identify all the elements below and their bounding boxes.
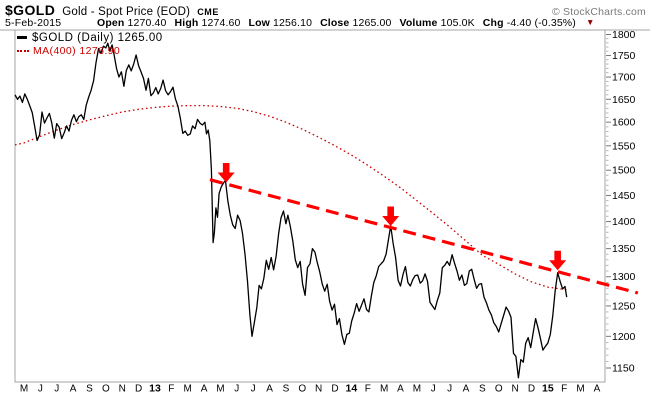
x-axis-label: S <box>283 384 290 395</box>
ticker-symbol: $GOLD <box>5 2 56 18</box>
resistance-trendline <box>209 178 639 295</box>
plot-frame <box>14 29 606 383</box>
x-axis-label: J <box>447 384 452 395</box>
x-axis-label: J <box>54 384 59 395</box>
ma400-line <box>14 104 570 291</box>
y-axis-label: 1450 <box>612 190 636 202</box>
x-axis-label: D <box>135 384 142 395</box>
x-axis-label: F <box>168 384 174 395</box>
x-axis-label: O <box>298 384 306 395</box>
quote-date: 5-Feb-2015 <box>5 16 62 29</box>
chart-header: $GOLD Gold - Spot Price (EOD) CME © Stoc… <box>5 2 646 18</box>
y-axis-label: 1650 <box>612 94 636 106</box>
x-axis-label: N <box>119 384 126 395</box>
y-axis-label: 1300 <box>612 271 636 283</box>
legend-price-series: $GOLD (Daily) 1265.00 <box>17 32 163 45</box>
x-axis-label: O <box>102 384 110 395</box>
legend-price-value: 1265.00 <box>117 31 163 44</box>
x-axis-label: D <box>331 384 338 395</box>
chart-legend: $GOLD (Daily) 1265.00 MA(400) 1276.90 <box>17 32 163 58</box>
quote-volume: Volume 105.0K <box>399 16 475 29</box>
x-axis-label: 14 <box>346 383 358 395</box>
legend-ma-series: MA(400) 1276.90 <box>17 45 163 58</box>
stockcharts-watermark: © StockCharts.com <box>552 6 646 18</box>
change-down-triangle-icon: ▼ <box>585 16 595 27</box>
x-axis-label: N <box>511 384 518 395</box>
ohlc-values: Open 1270.40 High 1274.60 Low 1256.10 Close… <box>97 17 594 29</box>
x-axis-label: M <box>576 384 584 395</box>
y-axis-label: 1600 <box>612 117 636 129</box>
x-axis-label: S <box>479 384 486 395</box>
exchange-label: CME <box>197 7 219 17</box>
x-axis-label: D <box>528 384 535 395</box>
x-axis-label: J <box>251 384 256 395</box>
y-axis-label: 1250 <box>612 300 636 312</box>
y-axis-label: 1200 <box>612 331 636 343</box>
quote-high: High 1274.60 <box>174 16 241 29</box>
legend-price-label: $GOLD (Daily) <box>32 31 114 44</box>
symbol-description: Gold - Spot Price (EOD) <box>62 6 191 18</box>
y-axis-label: 1700 <box>612 72 636 84</box>
x-axis-label: M <box>184 384 192 395</box>
x-axis-label: N <box>315 384 322 395</box>
x-axis-label: M <box>20 384 28 395</box>
y-axis-label: 1350 <box>612 243 636 255</box>
price-line <box>14 42 568 379</box>
x-axis-label: A <box>70 384 77 395</box>
down-arrow <box>549 250 567 271</box>
quote-low: Low 1256.10 <box>248 16 313 29</box>
x-axis-label: 15 <box>542 383 554 395</box>
down-arrow <box>382 206 400 227</box>
x-axis-label: A <box>463 384 470 395</box>
x-axis-label: F <box>561 384 567 395</box>
x-axis-label: F <box>365 384 371 395</box>
x-axis-label: 13 <box>149 383 161 395</box>
x-axis-label: M <box>216 384 224 395</box>
quote-chg: Chg -4.40 (-0.35%) <box>482 16 576 29</box>
ma-line-swatch-icon <box>17 49 29 52</box>
y-axis-label: 1800 <box>612 29 636 41</box>
x-axis-label: M <box>413 384 421 395</box>
down-arrow <box>217 162 235 183</box>
x-axis-label: A <box>594 384 601 395</box>
legend-ma-label: MA(400) <box>33 44 77 57</box>
x-axis-label: A <box>201 384 208 395</box>
x-axis-label: A <box>397 384 404 395</box>
quote-summary-row: 5-Feb-2015 Open 1270.40 High 1274.60 Low 1… <box>5 17 594 29</box>
x-axis-label: J <box>431 384 436 395</box>
y-axis-label: 1150 <box>612 363 635 375</box>
y-axis-label: 1400 <box>612 216 636 228</box>
legend-ma-value: 1276.90 <box>79 44 121 57</box>
x-axis-label: O <box>495 384 503 395</box>
x-axis-label: J <box>38 384 43 395</box>
price-line-swatch-icon <box>17 35 27 39</box>
x-axis-label: A <box>266 384 273 395</box>
y-axis-label: 1550 <box>612 140 636 152</box>
x-axis-label: J <box>234 384 239 395</box>
x-axis-label: M <box>380 384 388 395</box>
x-axis-label: S <box>86 384 93 395</box>
quote-close: Close 1265.00 <box>320 16 392 29</box>
quote-open: Open 1270.40 <box>97 16 167 29</box>
y-axis-label: 1750 <box>612 50 636 62</box>
y-axis-label: 1500 <box>612 165 636 177</box>
